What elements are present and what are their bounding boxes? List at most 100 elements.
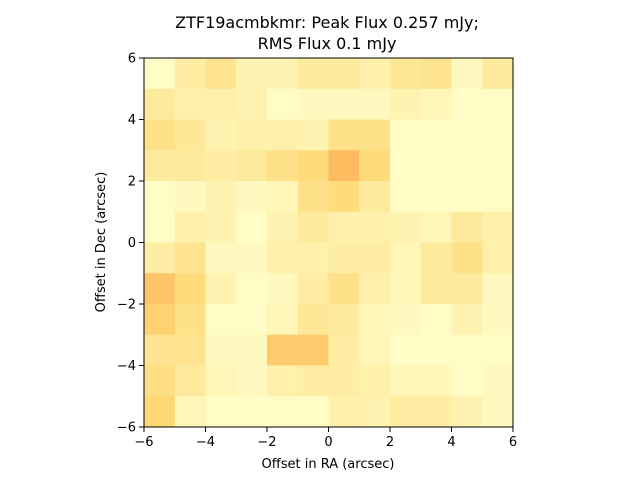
heatmap-cell <box>420 119 453 151</box>
heatmap-cell <box>236 88 268 121</box>
x-axis-label: Offset in RA (arcsec) <box>262 457 395 472</box>
heatmap-cell <box>174 119 207 151</box>
heatmap-cell <box>359 304 391 336</box>
x-tick-label: 6 <box>509 435 517 450</box>
heatmap-cell <box>482 365 514 397</box>
heatmap-cell <box>144 181 176 213</box>
y-tick-label: 0 <box>128 236 136 251</box>
heatmap-cell <box>451 181 483 213</box>
heatmap-cell <box>451 88 483 121</box>
heatmap-cell <box>267 334 299 367</box>
heatmap-cell <box>205 365 237 397</box>
heatmap-cell <box>174 88 207 121</box>
x-tick-label: −6 <box>134 435 153 450</box>
heatmap-cell <box>390 242 422 274</box>
heatmap-cell <box>451 58 483 90</box>
heatmap-cell <box>390 88 422 121</box>
y-tick-label: −6 <box>117 421 136 436</box>
heatmap-cell <box>267 119 299 151</box>
heatmap-cell <box>267 242 299 274</box>
heatmap-cell <box>420 211 453 244</box>
heatmap-cell <box>420 273 453 305</box>
heatmap-cell <box>451 242 483 274</box>
heatmap-cell <box>144 304 176 336</box>
heatmap-cell <box>359 181 391 213</box>
heatmap-cell <box>144 119 176 151</box>
heatmap-cell <box>174 365 207 397</box>
heatmap-cell <box>420 88 453 121</box>
heatmap-cell <box>267 304 299 336</box>
heatmap-cell <box>297 242 330 274</box>
heatmap-cell <box>482 211 514 244</box>
heatmap-cell <box>359 119 391 151</box>
y-tick-label: 2 <box>128 175 136 190</box>
heatmap-cell <box>174 242 207 274</box>
heatmap-cell <box>359 88 391 121</box>
heatmap-cell <box>144 396 176 428</box>
heatmap-cell <box>205 396 237 428</box>
heatmap-cell <box>482 396 514 428</box>
heatmap-cell <box>205 242 237 274</box>
heatmap-cell <box>359 58 391 90</box>
y-tick-label: −2 <box>117 298 136 313</box>
heatmap-cell <box>236 365 268 397</box>
heatmap-cell <box>144 365 176 397</box>
heatmap-cell <box>390 58 422 90</box>
heatmap-cell <box>267 273 299 305</box>
heatmap-cell <box>328 150 360 182</box>
heatmap-cell <box>297 273 330 305</box>
chart-title-line1: ZTF19acmbkmr: Peak Flux 0.257 mJy; <box>175 13 479 32</box>
heatmap-cell <box>297 58 330 90</box>
heatmap-cell <box>359 211 391 244</box>
heatmap-cell <box>236 181 268 213</box>
heatmap-cell <box>236 58 268 90</box>
heatmap-cell <box>236 334 268 367</box>
heatmap-cell <box>482 273 514 305</box>
heatmap-cell <box>359 273 391 305</box>
heatmap-cell <box>390 396 422 428</box>
x-tick-label: 0 <box>324 435 332 450</box>
heatmap-cell <box>267 365 299 397</box>
heatmap-cell <box>451 150 483 182</box>
heatmap-cell <box>236 242 268 274</box>
heatmap-cell <box>236 396 268 428</box>
heatmap-cell <box>205 211 237 244</box>
heatmap-cell <box>205 88 237 121</box>
heatmap-cell <box>205 273 237 305</box>
heatmap-cell <box>390 365 422 397</box>
heatmap-cell <box>482 88 514 121</box>
heatmap-cell <box>390 334 422 367</box>
heatmap-cell <box>297 396 330 428</box>
heatmap-cell <box>236 119 268 151</box>
x-tick-label: −4 <box>196 435 215 450</box>
heatmap-cell <box>174 304 207 336</box>
heatmap-cell <box>420 58 453 90</box>
heatmap-cell <box>420 242 453 274</box>
heatmap-cell <box>482 58 514 90</box>
heatmap-cell <box>482 242 514 274</box>
heatmap-cell <box>267 88 299 121</box>
heatmap-cell <box>236 211 268 244</box>
heatmap-cell <box>267 58 299 90</box>
heatmap-cell <box>328 119 360 151</box>
heatmap-cell <box>328 58 360 90</box>
heatmap-cell <box>297 304 330 336</box>
heatmap-cell <box>144 242 176 274</box>
heatmap-cell <box>390 150 422 182</box>
heatmap-cell <box>482 181 514 213</box>
heatmap-cell <box>297 211 330 244</box>
heatmap-cell <box>205 334 237 367</box>
heatmap-cell <box>236 273 268 305</box>
heatmap-cell <box>174 273 207 305</box>
heatmap-cell <box>390 119 422 151</box>
heatmap-cell <box>359 150 391 182</box>
heatmap-cell <box>174 150 207 182</box>
heatmap-cell <box>267 396 299 428</box>
heatmap-cell <box>451 334 483 367</box>
heatmap-cell <box>328 396 360 428</box>
y-tick-label: 6 <box>128 52 136 67</box>
heatmap-cell <box>328 242 360 274</box>
heatmap-cell <box>174 58 207 90</box>
heatmap-cell <box>359 365 391 397</box>
heatmap-cell <box>482 334 514 367</box>
